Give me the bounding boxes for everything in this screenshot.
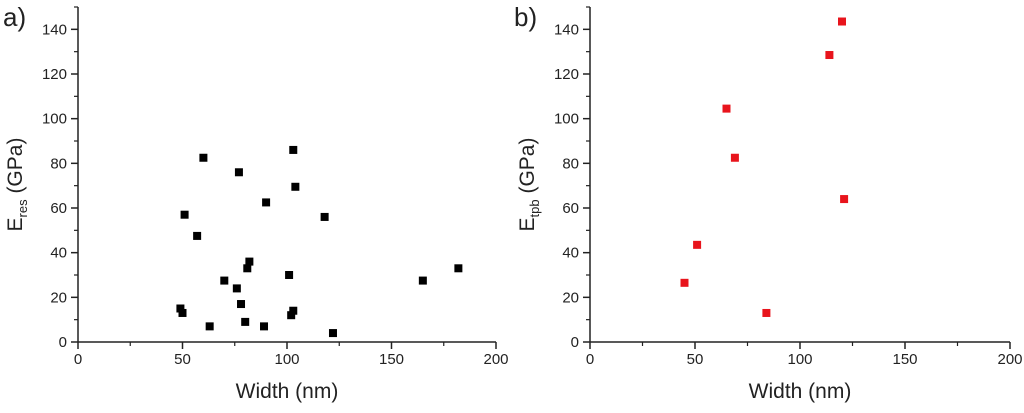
panel-a-y-tick-label: 0 <box>59 334 67 351</box>
panel-b-y-axis-title: Etpb (GPa) <box>516 138 542 232</box>
panel-a-data-point <box>262 198 271 207</box>
panel-b-y-tick-label: 0 <box>571 334 579 351</box>
panel-b: 0 50 100 150 200 0 20 40 60 80 100 120 140 Width (nm)… <box>514 2 1023 403</box>
panel-a-data-point <box>243 264 252 273</box>
panel-a-data-point <box>232 284 241 293</box>
panel-a-x-axis-title: Width (nm) <box>236 380 339 403</box>
panel-a-data-point <box>245 257 254 266</box>
panel-a-x-tick-label: 50 <box>174 351 191 368</box>
panel-a-y-axis-title-unit: (GPa) <box>4 138 27 200</box>
panel-a-data-point <box>418 276 427 285</box>
panel-b-y-tick-label: 120 <box>554 66 579 83</box>
panel-b-y-tick-label: 20 <box>562 289 579 306</box>
panel-a-x-tick-label: 100 <box>274 351 299 368</box>
panel-a-y-tick-label: 20 <box>50 289 67 306</box>
panel-a-data-point <box>205 322 214 331</box>
panel-a-data-point <box>289 145 298 154</box>
panel-b-data-point <box>840 195 849 204</box>
panel-b-data-point <box>825 51 834 60</box>
panel-b-data-point <box>680 278 689 287</box>
panel-b-y-axis-title-main: E <box>516 217 539 231</box>
panel-b-x-tick-label: 200 <box>997 351 1022 368</box>
panel-a-data-point <box>328 329 337 338</box>
panel-a-data-point <box>193 231 202 240</box>
panel-b-data-point <box>722 104 731 113</box>
panel-b-data-point <box>838 17 846 26</box>
panel-a-y-axis-title-main: E <box>4 217 27 231</box>
panel-a-y-tick-label: 60 <box>50 200 67 217</box>
panel-b-y-tick-label: 140 <box>554 21 579 38</box>
panel-b-x-axis-title: Width (nm) <box>749 380 852 403</box>
panel-b-x-tick-label: 100 <box>787 351 812 368</box>
panel-a-data-point <box>234 168 243 177</box>
panel-b-x-tick-label: 0 <box>586 351 594 368</box>
panel-b-y-axis-title-unit: (GPa) <box>516 138 539 200</box>
panel-a-data-point <box>285 271 294 279</box>
panel-b-x-tick-label: 50 <box>687 351 704 368</box>
panel-a-x-tick-label: 200 <box>483 351 508 368</box>
panel-a-data-point <box>199 153 208 162</box>
panel-b-y-tick-label: 40 <box>562 245 579 262</box>
panel-b-x-tick-label: 150 <box>892 351 917 368</box>
panel-a-data-point <box>237 300 246 309</box>
panel-a-y-axis-title: Eres (GPa) <box>4 138 30 232</box>
panel-a: 0 50 100 150 200 0 20 40 60 80 100 120 140 Width (nm)… <box>3 2 509 403</box>
panel-a-y-tick-label: 100 <box>42 111 67 128</box>
panel-a-data-point <box>241 317 250 326</box>
panel-a-data-point <box>220 276 229 285</box>
panel-a-data-point <box>454 264 463 273</box>
panel-a-x-tick-label: 0 <box>74 351 82 368</box>
panel-a-label: a) <box>3 2 26 32</box>
panel-a-y-axis-title-sub: res <box>15 199 30 218</box>
panel-b-y-tick-label: 60 <box>562 200 579 217</box>
panel-a-data-point <box>291 182 300 191</box>
panel-b-data-point <box>693 240 702 249</box>
panel-a-data-point <box>289 306 298 315</box>
panel-a-y-tick-label: 40 <box>50 245 67 262</box>
panel-a-y-tick-label: 140 <box>42 21 67 38</box>
panel-b-label: b) <box>514 2 537 32</box>
panel-a-data-point <box>287 311 296 320</box>
panel-a-data-point <box>320 212 329 221</box>
panel-b-y-axis-title-sub: tpb <box>527 199 542 217</box>
panel-a-data-point <box>260 322 269 331</box>
panel-a-data-point <box>178 308 187 317</box>
panel-b-y-tick-label: 80 <box>562 155 579 172</box>
panel-b-data-point <box>730 153 739 162</box>
panel-a-data-point <box>176 304 185 313</box>
panel-a-data-point <box>180 210 189 219</box>
panel-b-y-tick-label: 100 <box>554 111 579 128</box>
panel-a-y-tick-label: 120 <box>42 66 67 83</box>
panel-a-y-tick-label: 80 <box>50 155 67 172</box>
panel-a-x-tick-label: 150 <box>379 351 404 368</box>
panel-b-data-point <box>762 308 771 317</box>
